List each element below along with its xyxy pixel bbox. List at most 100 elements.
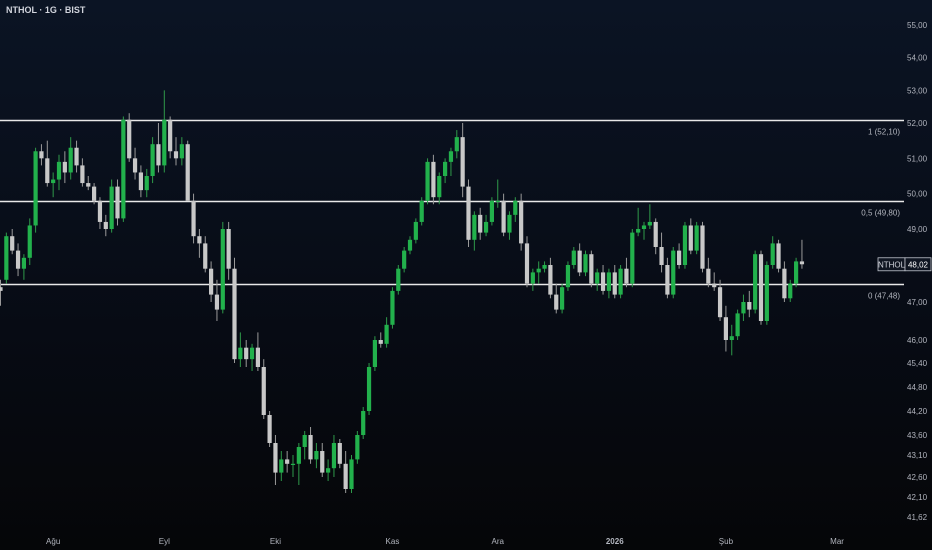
y-tick-label: 52,00 xyxy=(907,119,928,128)
candle xyxy=(735,309,740,340)
candle-body-up xyxy=(583,254,588,273)
candle-body-up xyxy=(366,367,372,411)
last-price-tag[interactable]: 48,02 xyxy=(904,257,932,272)
candle-body-up xyxy=(735,313,740,337)
candle-body-up xyxy=(694,225,699,251)
candle xyxy=(249,343,255,371)
candle-body-up xyxy=(560,287,565,310)
candle xyxy=(343,451,348,493)
candle-body-up xyxy=(290,463,296,465)
candle-body-up xyxy=(489,200,494,222)
candle xyxy=(162,90,167,173)
candle xyxy=(39,144,44,166)
candle-body-down xyxy=(138,172,143,191)
candle xyxy=(612,265,617,299)
candle-body-down xyxy=(758,254,764,321)
candle-body-down xyxy=(612,272,617,295)
candle-body-up xyxy=(682,225,688,265)
candle-body-down xyxy=(232,268,237,360)
candle xyxy=(285,451,290,473)
x-tick-label: Eyl xyxy=(159,537,170,546)
candle xyxy=(723,305,728,352)
candle-body-down xyxy=(653,221,658,247)
candle xyxy=(56,154,62,191)
y-tick-label: 55,00 xyxy=(907,21,928,30)
y-tick-label: 54,00 xyxy=(907,54,928,63)
candle xyxy=(700,221,705,273)
candle-body-up xyxy=(407,239,413,251)
candle xyxy=(753,250,758,314)
candle xyxy=(127,113,132,162)
candle xyxy=(624,257,629,288)
y-tick-label: 46,00 xyxy=(907,336,928,345)
candle xyxy=(583,250,588,277)
candle-body-down xyxy=(285,459,290,464)
candle-body-down xyxy=(577,250,582,273)
candle-body-down xyxy=(466,186,471,240)
candle-body-up xyxy=(349,459,354,489)
candle xyxy=(513,197,518,222)
candle-body-up xyxy=(618,268,623,295)
candle xyxy=(425,158,430,205)
candle-body-down xyxy=(688,225,693,251)
candle-body-up xyxy=(495,200,500,202)
candle xyxy=(203,236,208,273)
candle xyxy=(209,261,214,302)
candle xyxy=(355,431,360,464)
candle xyxy=(460,123,465,198)
candle-body-up xyxy=(630,232,635,284)
candle-body-up xyxy=(384,324,389,344)
x-tick-label: Şub xyxy=(719,537,734,546)
x-tick-label: Mar xyxy=(830,537,844,546)
candle xyxy=(185,140,190,201)
time-axis[interactable]: Ağu Eyl Eki Kas Ara 2026 Şub Mar xyxy=(46,537,844,546)
candles-layer xyxy=(0,90,805,493)
level-label: 0 (47,48) xyxy=(868,292,900,301)
candle xyxy=(302,431,307,460)
candle xyxy=(173,137,179,166)
chart-title: NTHOL · 1G · BIST xyxy=(6,5,86,15)
candle-body-up xyxy=(425,161,430,201)
candle xyxy=(536,261,541,284)
candle xyxy=(501,193,506,237)
candle-body-down xyxy=(214,294,220,310)
candle-body-down xyxy=(501,200,506,233)
candle xyxy=(109,179,114,233)
candle xyxy=(191,193,196,244)
candle-body-up xyxy=(530,272,535,284)
y-tick-label: 43,10 xyxy=(907,451,928,460)
candle xyxy=(478,207,483,240)
level-label: 0,5 (49,80) xyxy=(861,209,900,218)
candle xyxy=(770,236,775,269)
candle xyxy=(378,332,383,348)
candle-body-up xyxy=(109,186,114,229)
candle-body-down xyxy=(39,151,44,159)
candle xyxy=(296,443,301,485)
candle-body-up xyxy=(671,250,676,295)
candle xyxy=(226,221,231,280)
symbol-tag[interactable]: NTHOL xyxy=(877,257,906,272)
candle xyxy=(4,232,9,284)
candle-body-down xyxy=(776,243,781,269)
candle xyxy=(483,214,489,237)
candle xyxy=(290,455,296,477)
candle xyxy=(326,459,331,481)
candle xyxy=(454,130,459,159)
candle xyxy=(542,261,547,273)
candle xyxy=(144,168,149,198)
candle-body-up xyxy=(372,340,377,367)
candle xyxy=(168,116,173,159)
candle-body-down xyxy=(226,229,231,269)
x-tick-label: Ağu xyxy=(46,537,60,546)
candle xyxy=(448,147,454,176)
candle-body-up xyxy=(396,268,401,291)
candle xyxy=(45,140,50,187)
candle-body-down xyxy=(273,443,278,473)
candle-body-up xyxy=(162,119,167,166)
candle xyxy=(554,283,559,314)
candle xyxy=(647,204,652,229)
candle xyxy=(530,268,535,291)
candle-body-up xyxy=(68,147,73,173)
price-axis[interactable]: 55,0054,0053,0052,0051,0050,0049,0048,00… xyxy=(907,21,928,522)
